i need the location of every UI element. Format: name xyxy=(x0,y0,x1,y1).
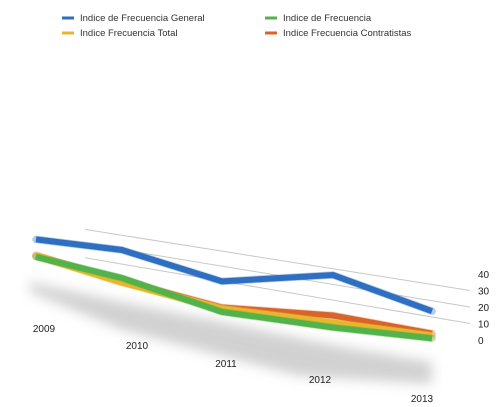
series-lines xyxy=(31,235,437,343)
floor-shadow xyxy=(30,282,432,384)
y-tick-label: 0 xyxy=(478,336,484,347)
x-tick-label: 2013 xyxy=(411,394,434,405)
y-tick-label: 20 xyxy=(478,303,490,314)
y-tick-label: 40 xyxy=(478,270,490,281)
legend-label: Indice de Frecuencia General xyxy=(80,13,205,24)
y-tick-label: 10 xyxy=(478,320,490,331)
legend-label: Indice Frecuencia Contratistas xyxy=(283,28,412,39)
series-line xyxy=(35,252,433,337)
legend-label: Indice Frecuencia Total xyxy=(80,28,178,39)
x-tick-label: 2009 xyxy=(33,324,56,335)
drop-shadow xyxy=(30,282,432,384)
x-tick-label: 2012 xyxy=(309,375,332,386)
y-axis-ticks: 0 10 20 30 40 xyxy=(478,270,490,347)
series-line xyxy=(35,253,433,342)
legend: Indice de Frecuencia General Indice de Fr… xyxy=(62,13,412,39)
x-tick-label: 2010 xyxy=(126,341,149,352)
x-axis-ticks: 2009 2010 2011 2012 2013 xyxy=(33,324,434,405)
legend-label: Indice de Frecuencia xyxy=(283,13,372,24)
grid-line xyxy=(84,228,471,291)
x-tick-label: 2011 xyxy=(215,359,237,370)
y-tick-label: 30 xyxy=(478,287,490,298)
grid-line xyxy=(84,257,471,324)
series-line xyxy=(35,236,434,315)
